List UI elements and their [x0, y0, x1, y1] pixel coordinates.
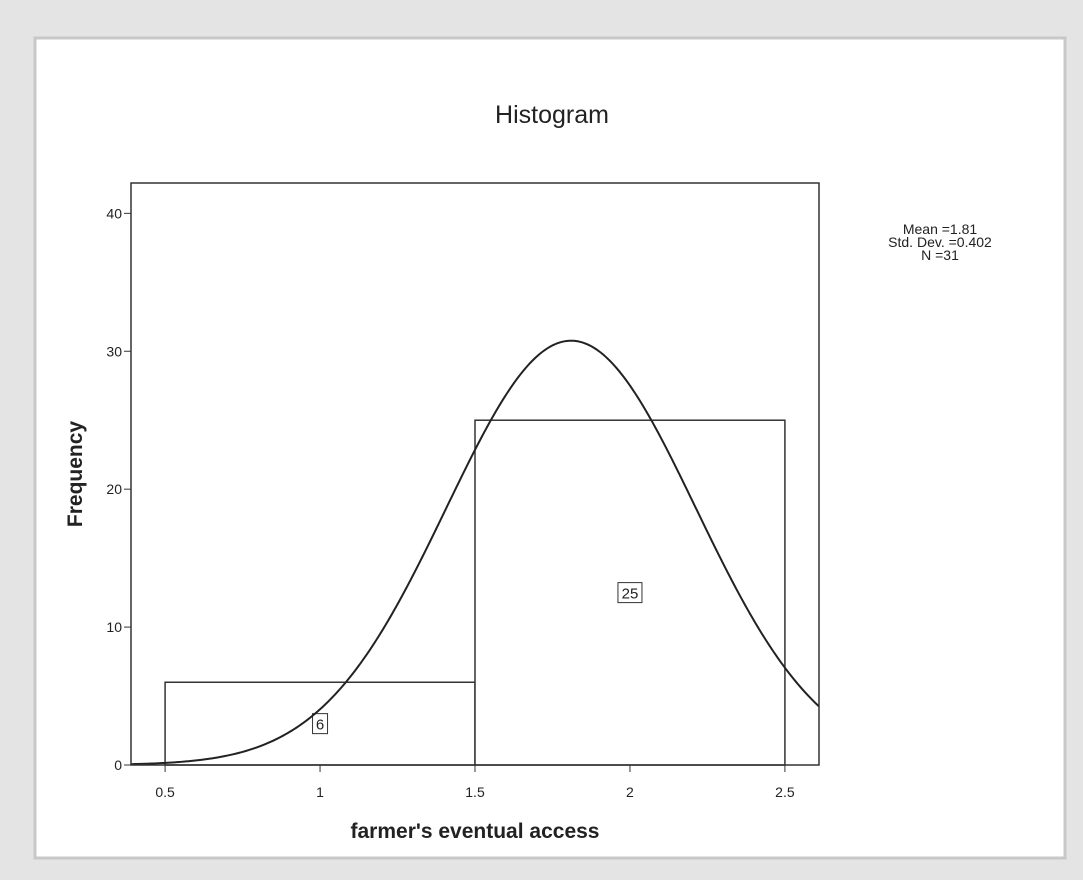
y-tick-label: 0 — [114, 757, 122, 773]
x-tick-label: 2 — [626, 784, 634, 800]
chart-title: Histogram — [495, 101, 609, 129]
x-tick-label: 1.5 — [465, 784, 485, 800]
y-tick-label: 40 — [106, 205, 122, 221]
curve-group — [131, 339, 819, 765]
y-tick-label: 10 — [106, 619, 122, 635]
x-axis-label: farmer's eventual access — [351, 820, 600, 843]
stats-label: N =31 — [921, 247, 959, 263]
bar — [164, 681, 476, 766]
plot-frame — [130, 182, 820, 766]
data-label: 25 — [622, 586, 639, 603]
stats-label: Std. Dev. =0.402 — [888, 234, 992, 250]
data-label: 6 — [316, 717, 324, 734]
normal-curve — [131, 339, 819, 765]
bar — [474, 419, 786, 766]
y-tick-label: 30 — [106, 343, 122, 359]
x-tick-label: 2.5 — [775, 784, 795, 800]
stats-label: Mean =1.81 — [903, 221, 978, 237]
data-label-box — [617, 582, 643, 604]
y-axis-label: Frequency — [64, 421, 87, 528]
data-label-box — [312, 713, 329, 735]
y-tick-label: 20 — [106, 481, 122, 497]
x-tick-label: 1 — [316, 784, 324, 800]
x-tick-label: 0.5 — [155, 784, 175, 800]
